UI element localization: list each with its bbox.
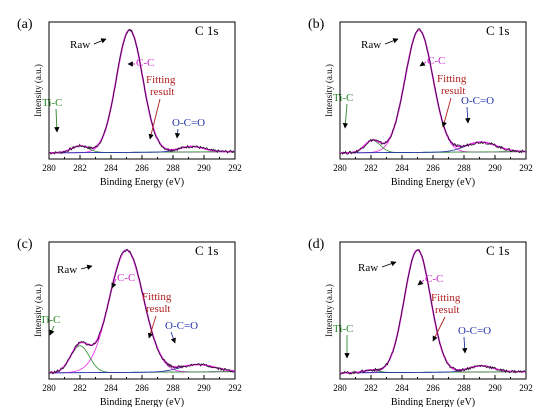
arrow-raw xyxy=(384,38,399,45)
annotation-raw: Raw xyxy=(358,262,378,274)
annotation-o-c-o: O-C=O xyxy=(458,325,491,337)
panel-label: (b) xyxy=(308,17,325,32)
raw-data-line xyxy=(48,248,235,375)
annotation-cc: C-C xyxy=(425,273,443,285)
x-tick-label: 290 xyxy=(197,163,211,173)
raw-data-line xyxy=(339,248,526,375)
annotation-ti-c: Ti-C xyxy=(40,314,60,326)
x-axis-label: Binding Energy (eV) xyxy=(391,177,475,188)
xps-panel: 280 282 284 286 288 290 292 Binding Energy (eV)… xyxy=(308,237,533,407)
annotation-fitting-result: Fitting result xyxy=(437,73,467,97)
x-tick-label: 282 xyxy=(364,383,378,393)
panel-title: C 1s xyxy=(195,243,218,258)
arrow-fitting-result xyxy=(147,315,157,339)
x-tick-label: 280 xyxy=(42,163,56,173)
arrow-fitting-result xyxy=(441,97,452,128)
raw-data-line xyxy=(48,28,235,155)
annotation-cc: C-C xyxy=(136,57,154,69)
arrow-raw xyxy=(80,264,93,270)
x-tick-label: 290 xyxy=(488,383,502,393)
x-tick-label: 292 xyxy=(519,163,533,173)
panel-title: C 1s xyxy=(486,243,509,258)
x-tick-label: 290 xyxy=(488,163,502,173)
arrow-raw xyxy=(93,38,107,45)
annotation-ti-c: Ti-C xyxy=(42,97,62,109)
x-tick-label: 282 xyxy=(73,163,87,173)
x-tick-label: 280 xyxy=(333,163,347,173)
x-axis-label: Binding Energy (eV) xyxy=(100,177,184,188)
arrow-cc xyxy=(111,278,117,289)
arrow-fitting-result xyxy=(432,316,446,342)
annotation-o-c-o: O-C=O xyxy=(172,117,205,129)
annotation-raw: Raw xyxy=(57,264,77,276)
x-tick-label: 286 xyxy=(426,383,440,393)
x-tick-label: 284 xyxy=(395,163,409,173)
arrow-ti-c xyxy=(54,108,60,133)
panel-title: C 1s xyxy=(195,23,218,38)
y-axis-label: Intensity (a.u.) xyxy=(324,64,334,117)
x-tick-label: 280 xyxy=(42,383,56,393)
panel-label: (d) xyxy=(308,237,325,252)
annotation-o-c-o: O-C=O xyxy=(165,320,198,332)
arrow-cc xyxy=(417,279,425,286)
x-tick-label: 288 xyxy=(166,383,180,393)
x-tick-label: 282 xyxy=(73,383,87,393)
arrow-raw xyxy=(381,261,397,268)
annotation-fitting-result: Fitting result xyxy=(431,292,461,316)
x-axis-label: Binding Energy (eV) xyxy=(391,397,475,407)
x-tick-label: 282 xyxy=(364,163,378,173)
xps-panel: 280 282 284 286 288 290 292 Binding Energy (eV)… xyxy=(17,17,242,188)
x-tick-label: 290 xyxy=(197,383,211,393)
x-tick-label: 286 xyxy=(135,163,149,173)
annotation-fitting-result: Fitting result xyxy=(142,291,172,315)
annotation-ti-c: Ti-C xyxy=(333,92,353,104)
annotation-cc: C-C xyxy=(427,55,445,67)
x-tick-label: 286 xyxy=(426,163,440,173)
annotation-raw: Raw xyxy=(70,39,90,51)
x-tick-label: 288 xyxy=(166,163,180,173)
y-axis-label: Intensity (a.u.) xyxy=(33,284,43,337)
arrow-o-c-o xyxy=(174,128,181,139)
annotation-o-c-o: O-C=O xyxy=(461,95,494,107)
x-tick-label: 280 xyxy=(333,383,347,393)
x-tick-label: 284 xyxy=(104,383,118,393)
x-tick-label: 292 xyxy=(228,383,242,393)
annotation-fitting-result: Fitting result xyxy=(146,74,176,98)
arrow-o-c-o xyxy=(170,331,176,344)
y-axis-label: Intensity (a.u.) xyxy=(33,64,43,117)
arrow-ti-c xyxy=(49,325,55,336)
x-axis-label: Binding Energy (eV) xyxy=(100,397,184,407)
arrow-fitting-result xyxy=(148,98,161,140)
x-tick-label: 284 xyxy=(104,163,118,173)
raw-data-line xyxy=(339,28,526,155)
annotation-raw: Raw xyxy=(361,39,381,51)
x-tick-label: 284 xyxy=(395,383,409,393)
component-peak-tic xyxy=(48,345,235,374)
annotation-ti-c: Ti-C xyxy=(333,323,353,335)
y-axis-label: Intensity (a.u.) xyxy=(324,284,334,337)
x-tick-label: 288 xyxy=(457,163,471,173)
arrow-o-c-o xyxy=(462,336,468,354)
panel-label: (a) xyxy=(17,17,33,32)
x-tick-label: 288 xyxy=(457,383,471,393)
x-tick-label: 292 xyxy=(519,383,533,393)
annotation-cc: C-C xyxy=(117,272,135,284)
xps-panel: 280 282 284 286 288 290 292 Binding Energy (eV)… xyxy=(17,237,242,407)
plot-frame xyxy=(48,241,236,380)
xps-panel: 280 282 284 286 288 290 292 Binding Energy (eV)… xyxy=(308,17,533,188)
panel-label: (c) xyxy=(17,237,33,252)
x-tick-label: 286 xyxy=(135,383,149,393)
x-tick-label: 292 xyxy=(228,163,242,173)
panel-title: C 1s xyxy=(486,23,509,38)
arrow-ti-c xyxy=(342,103,349,129)
arrow-o-c-o xyxy=(465,106,471,124)
arrow-cc xyxy=(419,61,427,67)
